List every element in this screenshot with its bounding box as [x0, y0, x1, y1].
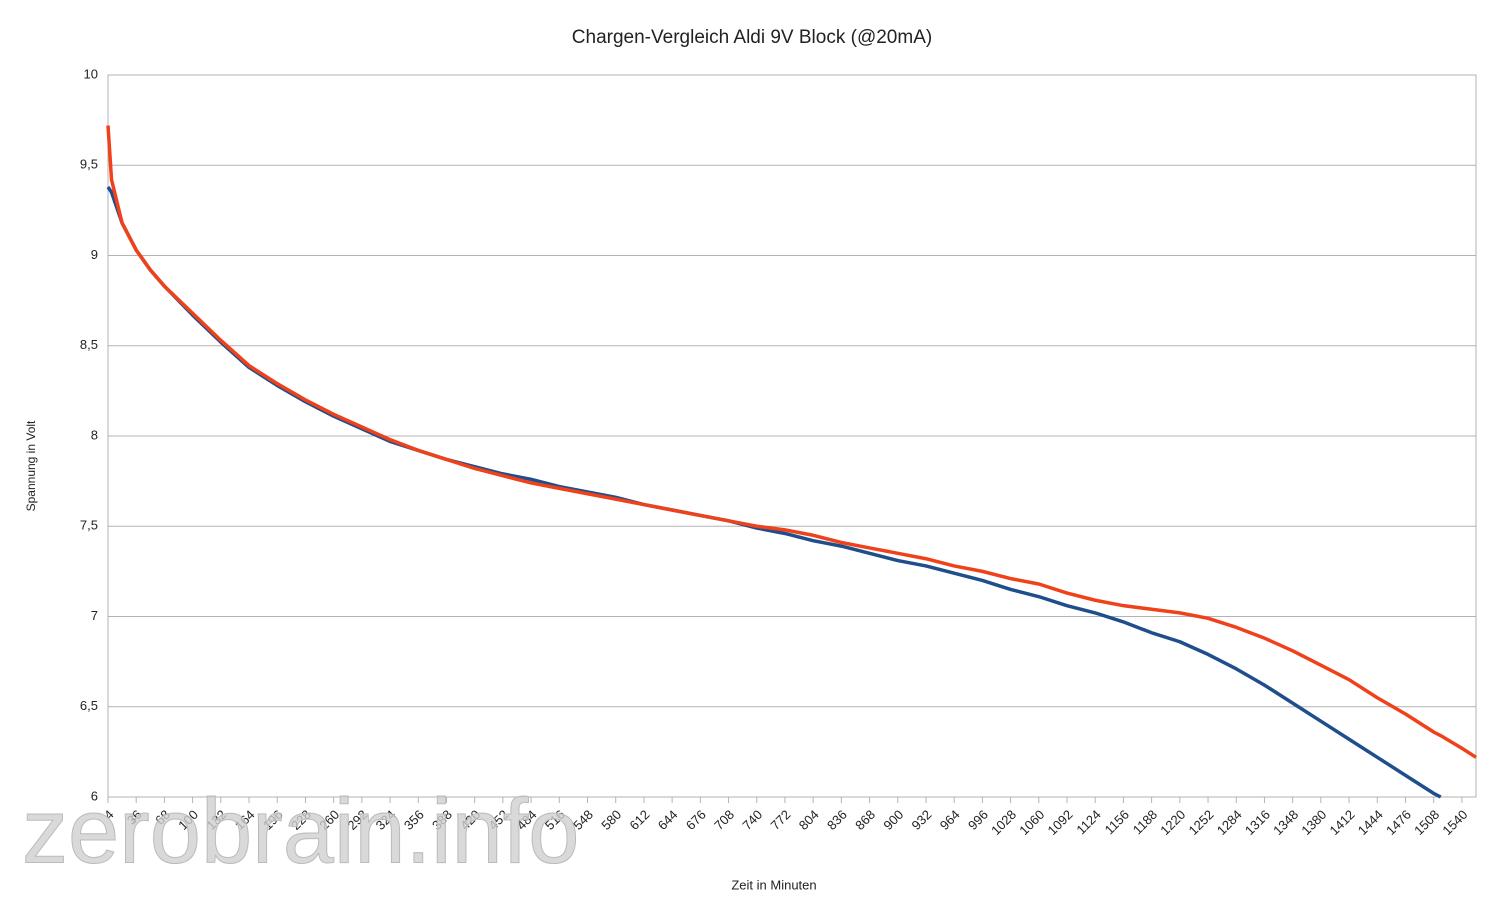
x-tick-label: 836	[824, 807, 850, 833]
x-tick-label: 1284	[1214, 807, 1245, 838]
x-tick-label: 964	[937, 807, 963, 833]
x-tick-label: 1476	[1383, 807, 1414, 838]
y-axis-label: Spannung in Volt	[24, 420, 38, 511]
x-tick-label: 804	[796, 807, 822, 833]
x-tick-label: 1348	[1270, 807, 1301, 838]
x-axis-label: Zeit in Minuten	[731, 877, 816, 892]
x-tick-label: 708	[711, 807, 737, 833]
y-tick-label: 9,5	[80, 157, 98, 172]
x-tick-label: 1092	[1045, 807, 1076, 838]
x-tick-label: 1188	[1130, 807, 1160, 837]
x-tick-label: 1156	[1102, 807, 1132, 837]
x-tick-label: 676	[683, 807, 709, 833]
x-tick-label: 996	[965, 807, 991, 833]
x-tick-label: 1508	[1411, 807, 1442, 838]
x-tick-label: 1028	[988, 807, 1019, 838]
x-tick-label: 1316	[1242, 807, 1273, 838]
x-tick-label: 1380	[1298, 807, 1329, 838]
x-tick-label: 932	[909, 807, 935, 833]
y-tick-label: 7	[91, 608, 98, 623]
series-line	[106, 185, 1442, 799]
x-tick-label: 644	[655, 807, 681, 833]
y-tick-label: 6	[91, 788, 98, 803]
y-tick-label: 10	[84, 66, 98, 81]
x-tick-label: 1412	[1327, 807, 1358, 838]
x-tick-label: 1444	[1355, 807, 1386, 838]
y-tick-label: 7,5	[80, 518, 98, 533]
x-tick-label: 772	[768, 807, 794, 833]
y-tick-label: 8,5	[80, 337, 98, 352]
x-tick-label: 1220	[1157, 807, 1188, 838]
x-tick-label: 580	[598, 807, 624, 833]
x-tick-label: 900	[880, 807, 906, 833]
chart-title: Chargen-Vergleich Aldi 9V Block (@20mA)	[572, 27, 932, 48]
y-tick-label: 9	[91, 247, 98, 262]
x-tick-label: 612	[627, 807, 653, 833]
y-tick-label: 6,5	[80, 698, 98, 713]
series-line	[106, 125, 1477, 759]
x-tick-label: 1540	[1439, 807, 1470, 838]
y-tick-label: 8	[91, 427, 98, 442]
x-tick-label: 1060	[1016, 807, 1047, 838]
x-tick-label: 868	[852, 807, 878, 833]
x-tick-label: 740	[739, 807, 765, 833]
x-tick-label: 1124	[1073, 807, 1103, 837]
x-tick-label: 1252	[1186, 807, 1217, 838]
watermark: zerobrain.info	[22, 780, 579, 882]
